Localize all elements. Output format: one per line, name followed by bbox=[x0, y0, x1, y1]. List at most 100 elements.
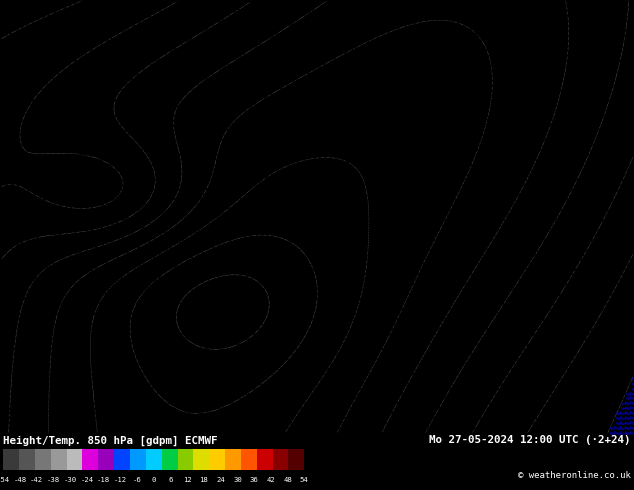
Text: 4: 4 bbox=[83, 22, 89, 29]
Text: 5: 5 bbox=[502, 187, 509, 193]
Text: 5: 5 bbox=[290, 72, 297, 79]
Text: 6: 6 bbox=[364, 136, 371, 144]
Text: 6: 6 bbox=[428, 207, 434, 212]
Text: 4: 4 bbox=[476, 341, 482, 346]
Text: 4: 4 bbox=[597, 276, 604, 282]
Text: 6: 6 bbox=[380, 167, 387, 172]
Text: 4: 4 bbox=[56, 27, 63, 34]
Text: 6: 6 bbox=[337, 181, 344, 188]
Text: 6: 6 bbox=[417, 187, 424, 193]
Text: 6: 6 bbox=[131, 420, 138, 426]
Text: 5: 5 bbox=[321, 7, 328, 15]
Text: 7: 7 bbox=[285, 296, 291, 301]
Text: 4: 4 bbox=[587, 291, 593, 296]
Text: 4: 4 bbox=[14, 142, 21, 147]
Text: 5: 5 bbox=[592, 13, 599, 19]
Text: 5: 5 bbox=[285, 52, 291, 59]
Text: 6: 6 bbox=[109, 395, 116, 401]
Text: 5: 5 bbox=[518, 137, 525, 143]
Text: 6: 6 bbox=[321, 191, 328, 198]
Text: 6: 6 bbox=[311, 231, 318, 238]
Text: 6: 6 bbox=[226, 220, 233, 228]
Text: 5: 5 bbox=[8, 361, 15, 366]
Text: 6: 6 bbox=[269, 216, 274, 222]
Text: 5: 5 bbox=[354, 32, 360, 39]
Text: 6: 6 bbox=[391, 266, 398, 272]
Text: 3: 3 bbox=[62, 0, 68, 4]
Text: 5: 5 bbox=[581, 87, 588, 93]
Text: 6: 6 bbox=[152, 430, 158, 436]
Text: 5: 5 bbox=[364, 395, 371, 401]
Text: 3: 3 bbox=[0, 2, 4, 9]
Text: 5: 5 bbox=[290, 67, 297, 74]
Text: 7: 7 bbox=[194, 270, 201, 277]
Text: 4: 4 bbox=[545, 276, 552, 282]
Text: 6: 6 bbox=[268, 171, 275, 178]
Text: 3: 3 bbox=[597, 420, 604, 426]
Text: 6: 6 bbox=[321, 366, 328, 371]
Text: 4: 4 bbox=[539, 321, 546, 326]
Text: 4: 4 bbox=[566, 291, 573, 296]
Text: 6: 6 bbox=[465, 107, 472, 113]
Text: 4: 4 bbox=[8, 166, 15, 173]
Text: 4: 4 bbox=[46, 186, 53, 193]
Text: 5: 5 bbox=[470, 345, 477, 351]
Text: 6: 6 bbox=[359, 331, 366, 336]
Text: 5: 5 bbox=[46, 250, 52, 258]
Text: 6: 6 bbox=[380, 42, 387, 49]
Text: 4: 4 bbox=[136, 47, 143, 54]
Text: 6: 6 bbox=[157, 415, 164, 421]
Text: 6: 6 bbox=[353, 181, 360, 188]
Text: 6: 6 bbox=[146, 260, 153, 268]
Text: 6: 6 bbox=[348, 161, 355, 169]
Text: 6: 6 bbox=[344, 127, 349, 133]
Text: 6: 6 bbox=[285, 92, 291, 99]
Text: 5: 5 bbox=[311, 47, 318, 54]
Text: 4: 4 bbox=[67, 186, 74, 193]
Text: 5: 5 bbox=[385, 355, 392, 361]
Text: 5: 5 bbox=[429, 12, 434, 19]
Text: 5: 5 bbox=[370, 7, 376, 15]
Text: 6: 6 bbox=[322, 101, 328, 109]
Text: 6: 6 bbox=[396, 251, 403, 257]
Text: 4: 4 bbox=[470, 415, 477, 421]
Text: 4: 4 bbox=[539, 331, 546, 336]
Text: 6: 6 bbox=[370, 112, 375, 118]
Text: 4: 4 bbox=[36, 196, 42, 203]
Text: 4: 4 bbox=[114, 82, 122, 89]
Text: 6: 6 bbox=[344, 137, 349, 143]
Text: 5: 5 bbox=[418, 17, 424, 24]
Text: 6: 6 bbox=[327, 216, 334, 223]
Text: 6: 6 bbox=[375, 241, 382, 247]
Text: 5: 5 bbox=[3, 326, 10, 331]
Text: 4: 4 bbox=[496, 311, 503, 317]
Text: 6: 6 bbox=[391, 27, 397, 34]
Text: 5: 5 bbox=[454, 321, 461, 326]
Text: 7: 7 bbox=[226, 341, 233, 346]
Text: 4: 4 bbox=[486, 430, 493, 436]
Text: 3: 3 bbox=[603, 405, 610, 411]
Text: 5: 5 bbox=[252, 92, 259, 99]
Text: 7: 7 bbox=[152, 316, 158, 321]
Text: 4: 4 bbox=[454, 395, 461, 401]
Text: 6: 6 bbox=[418, 62, 423, 69]
Text: 3: 3 bbox=[19, 12, 25, 20]
Text: 3: 3 bbox=[630, 395, 634, 401]
Text: 6: 6 bbox=[221, 425, 228, 431]
Text: 4: 4 bbox=[94, 201, 100, 208]
Text: 6: 6 bbox=[216, 425, 223, 431]
Text: 7: 7 bbox=[205, 355, 212, 361]
Text: 5: 5 bbox=[529, 107, 535, 113]
Text: 4: 4 bbox=[0, 250, 5, 258]
Text: 4: 4 bbox=[141, 52, 148, 59]
Text: 4: 4 bbox=[476, 410, 482, 416]
Text: 5: 5 bbox=[428, 395, 434, 401]
Text: 5: 5 bbox=[396, 341, 403, 346]
Text: 4: 4 bbox=[115, 147, 122, 152]
Text: 6: 6 bbox=[337, 336, 344, 342]
Text: 5: 5 bbox=[507, 221, 514, 227]
Text: 6: 6 bbox=[359, 57, 365, 64]
Text: 6: 6 bbox=[406, 261, 413, 267]
Text: 7: 7 bbox=[210, 331, 217, 336]
Text: 6: 6 bbox=[61, 361, 68, 366]
